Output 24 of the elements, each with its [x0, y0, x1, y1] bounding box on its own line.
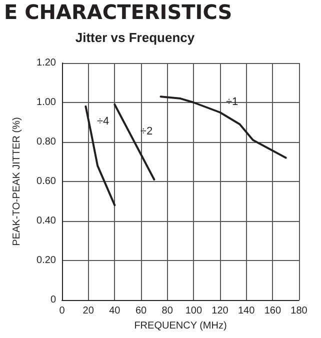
- series-label: ÷4: [96, 116, 110, 128]
- x-tick-label: 140: [238, 306, 256, 316]
- x-tick-label: 40: [109, 306, 121, 316]
- x-tick-label: 120: [212, 306, 229, 316]
- y-tick-label: 1.00: [36, 97, 56, 108]
- chart-title: Jitter vs Frequency: [75, 30, 196, 45]
- line-series: [84, 105, 116, 206]
- x-tick-label: 0: [59, 306, 66, 316]
- y-tick-label: 0.60: [36, 176, 56, 187]
- y-tick-label: 0: [50, 294, 56, 306]
- x-tick-label: 180: [290, 306, 308, 316]
- line-series: [160, 96, 287, 159]
- y-tick-label: 0.20: [36, 255, 56, 266]
- x-tick-label: 80: [162, 306, 174, 316]
- y-axis-title: PEAK-TO-PEAK JITTER (%): [12, 117, 22, 246]
- y-tick-label: 0.80: [36, 136, 56, 148]
- x-tick-label: 20: [82, 306, 94, 316]
- text: E CHARACTERISTICS: [4, 0, 232, 24]
- x-tick-label: 160: [264, 306, 282, 316]
- x-axis-title: FREQUENCY (MHz): [134, 320, 227, 332]
- y-tick-label: 0.40: [36, 216, 56, 226]
- y-tick-label: 1.20: [36, 58, 56, 68]
- x-tick-label: 100: [185, 306, 202, 316]
- x-tick-label: 60: [135, 306, 147, 316]
